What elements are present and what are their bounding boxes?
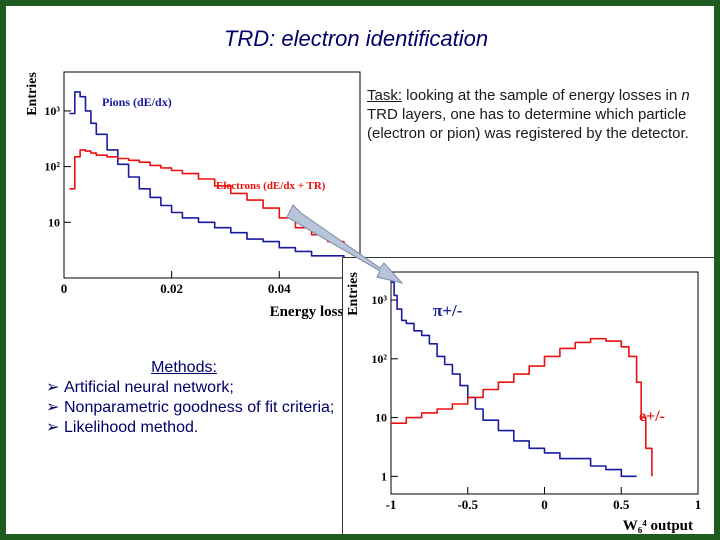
bullet-arrow-icon: ➢ <box>46 379 60 396</box>
method-label: Likelihood method. <box>64 419 199 436</box>
y-axis-label: Entries <box>25 72 40 116</box>
y-tick-label: 1 <box>381 469 387 483</box>
x-tick-label: 0 <box>61 281 68 296</box>
y-axis-label: Entries <box>346 272 361 316</box>
series-line <box>391 337 653 477</box>
x-tick-label: -1 <box>386 497 397 512</box>
classifier-output-chart: -1 -0.5 0 0.5 1 1 10 10² 10³ Entries W₆⁴ output π+/… <box>346 271 702 534</box>
series-line <box>391 281 637 478</box>
task-label: Task: <box>367 87 403 104</box>
y-tick-label: 10² <box>44 160 60 174</box>
x-axis-label: W₆⁴ output <box>623 518 693 534</box>
page-title: TRD: electron identification <box>223 26 489 51</box>
task-text-1: looking at the sample of energy losses i… <box>402 87 682 104</box>
task-n: n <box>681 87 690 104</box>
task-description: Task: looking at the sample of energy lo… <box>367 86 707 143</box>
y-tick-label: 10 <box>375 411 387 425</box>
x-tick-label: 0.5 <box>613 497 630 512</box>
series-label: Pions (dE/dx) <box>102 95 172 109</box>
series-line <box>69 149 345 248</box>
method-item: ➢ Artificial neural network; <box>46 378 366 398</box>
methods-block: Methods: ➢ Artificial neural network; ➢ No… <box>46 358 366 438</box>
bullet-arrow-icon: ➢ <box>46 399 60 416</box>
x-axis-label: Energy loss, GeV <box>270 304 365 320</box>
series-label: π+/- <box>433 301 463 320</box>
y-tick-label: 10³ <box>371 293 387 307</box>
method-item: ➢ Likelihood method. <box>46 418 366 438</box>
pointer-arrow-icon <box>286 204 404 284</box>
task-text-2: TRD layers, one has to determine which p… <box>367 106 689 142</box>
x-tick-label: 0.02 <box>160 281 183 296</box>
bullet-arrow-icon: ➢ <box>46 419 60 436</box>
x-tick-label: 1 <box>695 497 702 512</box>
y-tick-label: 10 <box>48 215 60 229</box>
y-tick-label: 10³ <box>44 104 60 118</box>
plot-frame <box>63 71 361 279</box>
series-line <box>69 91 345 262</box>
x-tick-label: 0 <box>541 497 548 512</box>
y-tick-label: 10² <box>371 352 387 366</box>
x-tick-label: -0.5 <box>457 497 478 512</box>
series-label: Electrons (dE/dx + TR) <box>216 180 326 192</box>
method-item: ➢ Nonparametric goodness of fit criteria; <box>46 398 366 418</box>
method-label: Nonparametric goodness of fit criteria; <box>64 399 335 416</box>
x-tick-label: 0.04 <box>268 281 291 296</box>
method-label: Artificial neural network; <box>64 379 234 396</box>
series-label: e+/- <box>639 408 665 425</box>
slide: TRD: electron identification 0 0.02 0.04 10… <box>6 6 714 534</box>
methods-title: Methods: <box>151 359 217 376</box>
classifier-output-panel: -1 -0.5 0 0.5 1 1 10 10² 10³ Entries W₆⁴ output π+/… <box>342 257 714 534</box>
